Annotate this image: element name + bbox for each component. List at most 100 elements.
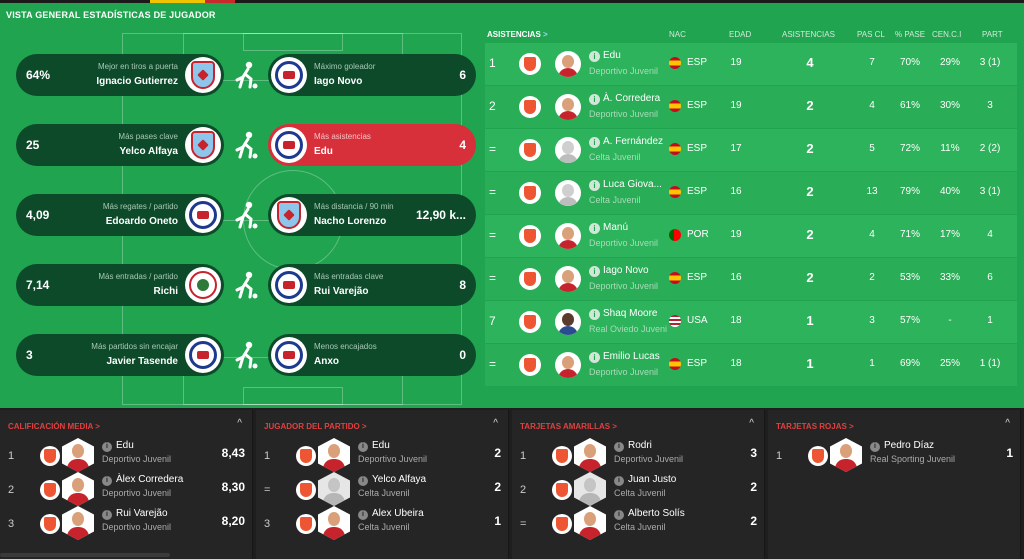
player-name[interactable]: Yelco Alfaya bbox=[119, 146, 178, 157]
leader-item[interactable]: 2 i Juan Justo Celta Juvenil 2 bbox=[512, 472, 765, 508]
leader-item[interactable]: 3 i Rui Varejão Deportivo Juvenil 8,20 bbox=[0, 506, 253, 542]
player-name[interactable]: Edu bbox=[116, 440, 134, 451]
player-name[interactable]: Edu bbox=[314, 146, 333, 157]
leader-item[interactable]: 3 i Alex Ubeira Celta Juvenil 1 bbox=[256, 506, 509, 542]
leader-item[interactable]: 1 i Pedro Díaz Real Sporting Juvenil 1 bbox=[768, 438, 1021, 474]
table-row[interactable]: = i A. Fernández Celta Juvenil ESP 17 2 5 72% 11%… bbox=[485, 129, 1017, 171]
table-row[interactable]: = i Manú Deportivo Juvenil POR 19 2 4 71% 17% 4 bbox=[485, 215, 1017, 257]
player-name[interactable]: Alex Ubeira bbox=[372, 508, 424, 519]
info-icon[interactable]: i bbox=[358, 510, 368, 520]
leader-item[interactable]: = i Yelco Alfaya Celta Juvenil 2 bbox=[256, 472, 509, 508]
player-name[interactable]: Edoardo Oneto bbox=[105, 216, 178, 227]
leader-item[interactable]: 1 i Edu Deportivo Juvenil 8,43 bbox=[0, 438, 253, 474]
table-row[interactable]: = i Emilio Lucas Deportivo Juvenil ESP 18 1 1 69… bbox=[485, 344, 1017, 386]
panel-title[interactable]: TARJETAS AMARILLAS > bbox=[520, 422, 617, 431]
info-icon[interactable]: i bbox=[589, 352, 600, 363]
club-crest-icon bbox=[519, 311, 541, 333]
stat-pill-left[interactable]: 4,09 Más regates / partido Edoardo Oneto bbox=[16, 194, 224, 236]
col-nat[interactable]: NAC bbox=[669, 30, 686, 39]
leader-item[interactable]: 2 i Àlex Corredera Deportivo Juvenil 8,30 bbox=[0, 472, 253, 508]
player-name[interactable]: Pedro Díaz bbox=[884, 440, 935, 451]
table-row[interactable]: 2 i À. Corredera Deportivo Juvenil ESP 19 2 4 61… bbox=[485, 86, 1017, 128]
col-assists[interactable]: ASISTENCIAS bbox=[782, 30, 835, 39]
info-icon[interactable]: i bbox=[589, 137, 600, 148]
tab-assists[interactable]: ASISTENCIAS > bbox=[487, 30, 548, 39]
player-name[interactable]: Rui Varejão bbox=[314, 286, 369, 297]
stat-pill-right[interactable]: 6 Máximo goleador Iago Novo bbox=[268, 54, 476, 96]
collapse-icon[interactable]: ^ bbox=[493, 418, 498, 429]
player-name[interactable]: Alberto Solís bbox=[628, 508, 685, 519]
panel-title[interactable]: CALIFICACIÓN MEDIA > bbox=[8, 422, 100, 431]
player-name[interactable]: A. Fernández bbox=[603, 136, 664, 147]
stat-pill-left[interactable]: 3 Más partidos sin encajar Javier Tasende bbox=[16, 334, 224, 376]
player-name[interactable]: Nacho Lorenzo bbox=[314, 216, 387, 227]
info-icon[interactable]: i bbox=[614, 476, 624, 486]
info-icon[interactable]: i bbox=[589, 94, 600, 105]
stat-value: 25 bbox=[26, 138, 40, 152]
player-name[interactable]: Anxo bbox=[314, 356, 339, 367]
player-name[interactable]: Javier Tasende bbox=[106, 356, 178, 367]
player-name[interactable]: Rodri bbox=[628, 440, 652, 451]
assists: 2 bbox=[806, 141, 814, 156]
player-name[interactable]: Shaq Moore bbox=[603, 308, 658, 319]
panel-title[interactable]: JUGADOR DEL PARTIDO > bbox=[264, 422, 367, 431]
leader-item[interactable]: 1 i Rodri Deportivo Juvenil 3 bbox=[512, 438, 765, 474]
player-name[interactable]: Edu bbox=[603, 50, 621, 61]
table-row[interactable]: 7 i Shaq Moore Real Oviedo Juvenil USA 18 1 3 57… bbox=[485, 301, 1017, 343]
info-icon[interactable]: i bbox=[358, 442, 368, 452]
player-name[interactable]: Yelco Alfaya bbox=[372, 474, 427, 485]
info-icon[interactable]: i bbox=[102, 476, 112, 486]
table-row[interactable]: = i Luca Giova... Celta Juvenil ESP 16 2 13 79% 4… bbox=[485, 172, 1017, 214]
stat-pill-left[interactable]: 64% Mejor en tiros a puerta Ignacio Gutier… bbox=[16, 54, 224, 96]
info-icon[interactable]: i bbox=[589, 180, 600, 191]
info-icon[interactable]: i bbox=[589, 309, 600, 320]
player-name[interactable]: Rui Varejão bbox=[116, 508, 168, 519]
player-name[interactable]: Juan Justo bbox=[628, 474, 677, 485]
col-crosses[interactable]: CEN.C.I bbox=[932, 30, 962, 39]
info-icon[interactable]: i bbox=[589, 266, 600, 277]
panel-title[interactable]: TARJETAS ROJAS > bbox=[776, 422, 854, 431]
player-name[interactable]: À. Corredera bbox=[603, 93, 661, 104]
stat-pill-right[interactable]: 8 Más entradas clave Rui Varejão bbox=[268, 264, 476, 306]
info-icon[interactable]: i bbox=[614, 510, 624, 520]
player-name[interactable]: Manú bbox=[603, 222, 629, 233]
info-icon[interactable]: i bbox=[589, 51, 600, 62]
collapse-icon[interactable]: ^ bbox=[237, 418, 242, 429]
player-name[interactable]: Emilio Lucas bbox=[603, 351, 660, 362]
info-icon[interactable]: i bbox=[614, 442, 624, 452]
col-key-passes[interactable]: PAS CL bbox=[857, 30, 885, 39]
leader-item[interactable]: 1 i Edu Deportivo Juvenil 2 bbox=[256, 438, 509, 474]
rank: 1 bbox=[264, 450, 271, 462]
player-name[interactable]: Àlex Corredera bbox=[116, 474, 184, 485]
player-name[interactable]: Iago Novo bbox=[603, 265, 649, 276]
stat-pill-right[interactable]: 4 Más asistencias Edu bbox=[268, 124, 476, 166]
stat-value: 3 bbox=[750, 446, 757, 460]
player-name[interactable]: Ignacio Gutierrez bbox=[96, 76, 178, 87]
info-icon[interactable]: i bbox=[102, 442, 112, 452]
info-icon[interactable]: i bbox=[870, 442, 880, 452]
collapse-icon[interactable]: ^ bbox=[1005, 418, 1010, 429]
player-name[interactable]: Iago Novo bbox=[314, 76, 363, 87]
stat-pill-left[interactable]: 25 Más pases clave Yelco Alfaya bbox=[16, 124, 224, 166]
info-icon[interactable]: i bbox=[589, 223, 600, 234]
col-age[interactable]: EDAD bbox=[729, 30, 752, 39]
horizontal-scrollbar[interactable] bbox=[0, 553, 170, 557]
player-name[interactable]: Richi bbox=[153, 286, 178, 297]
appearances: 3 (1) bbox=[979, 186, 1001, 197]
collapse-icon[interactable]: ^ bbox=[749, 418, 754, 429]
table-row[interactable]: = i Iago Novo Deportivo Juvenil ESP 16 2 2 53% 33… bbox=[485, 258, 1017, 300]
rank: 3 bbox=[8, 518, 15, 530]
player-name[interactable]: Luca Giova... bbox=[603, 179, 662, 190]
col-pass-pct[interactable]: % PASE bbox=[895, 30, 926, 39]
info-icon[interactable]: i bbox=[358, 476, 368, 486]
stat-pill-right[interactable]: 12,90 k... Más distancia / 90 min Nacho Lo… bbox=[268, 194, 476, 236]
player-name[interactable]: Edu bbox=[372, 440, 390, 451]
club-name: Deportivo Juvenil bbox=[102, 454, 172, 464]
stat-pill-left[interactable]: 7,14 Más entradas / partido Richi bbox=[16, 264, 224, 306]
stat-pill-right[interactable]: 0 Menos encajados Anxo bbox=[268, 334, 476, 376]
leader-item[interactable]: = i Alberto Solís Celta Juvenil 2 bbox=[512, 506, 765, 542]
col-apps[interactable]: PART bbox=[982, 30, 1003, 39]
table-row[interactable]: 1 i Edu Deportivo Juvenil ESP 19 4 7 70% 29% 3 (1) bbox=[485, 43, 1017, 85]
bottom-panels: CALIFICACIÓN MEDIA > ^ 1 i Edu Deportivo Juve… bbox=[0, 410, 1024, 559]
info-icon[interactable]: i bbox=[102, 510, 112, 520]
